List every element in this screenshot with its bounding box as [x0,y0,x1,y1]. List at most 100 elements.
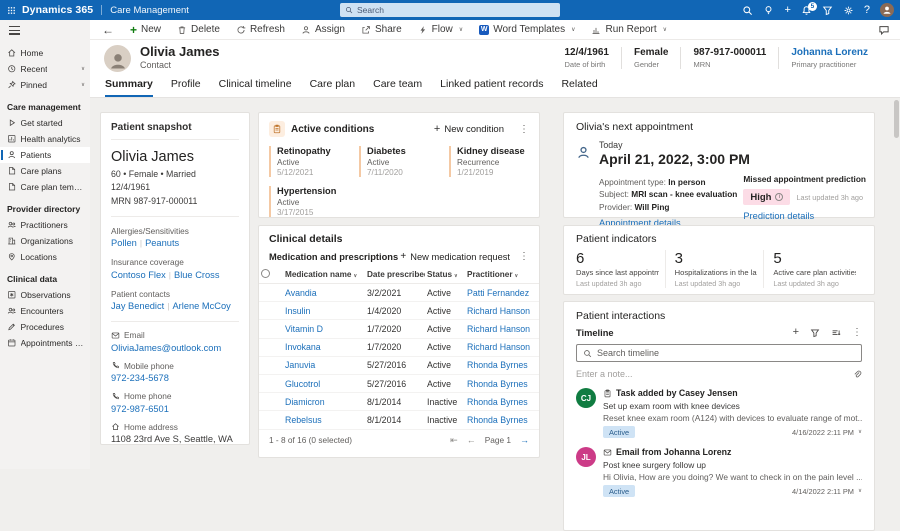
medication-link[interactable]: Glucotrol [283,374,365,392]
sidebar-item-organizations[interactable]: Organizations [0,233,90,249]
table-row[interactable]: Rebelsus8/1/2014InactiveRhonda Byrnes [259,411,539,429]
practitioner-link[interactable]: Richard Hanson [465,320,539,338]
practitioner-link[interactable]: Richard Hanson [465,338,539,356]
sidebar-item-locations[interactable]: Locations [0,249,90,265]
sidebar-item-pinned[interactable]: Pinned [0,77,90,93]
assign-button[interactable]: Assign [293,20,353,39]
notifications-button[interactable]: 5 [801,5,812,16]
new-condition-button[interactable]: New condition [434,123,504,135]
column-header-date-prescribed[interactable]: Date prescribed [365,266,425,284]
email-link[interactable]: OliviaJames@outlook.com [111,343,239,353]
table-row[interactable]: Diamicron8/1/2014InactiveRhonda Byrnes [259,393,539,411]
practitioner-link[interactable]: Rhonda Byrnes [465,411,539,429]
scrollbar-thumb[interactable] [894,100,899,138]
note-entry-row[interactable]: Enter a note... [576,369,862,379]
practitioner-link[interactable]: Rhonda Byrnes [465,374,539,392]
timeline-entry[interactable]: CJ Task added by Casey Jensen Set up exa… [576,388,862,438]
tab-care-plan[interactable]: Care plan [310,78,356,97]
new-button[interactable]: New [122,20,169,39]
quick-create-button[interactable] [784,5,790,16]
sidebar-item-practitioners[interactable]: Practitioners [0,217,90,233]
next-page-button[interactable] [520,435,529,445]
back-button[interactable] [90,23,122,37]
word-templates-button[interactable]: Word Templates [471,20,583,39]
more-options-icon[interactable] [519,251,529,262]
medication-link[interactable]: Avandia [283,284,365,302]
settings-gear-icon[interactable] [843,5,854,16]
global-search-input[interactable] [357,5,555,15]
insurance-link[interactable]: Blue Cross [174,270,219,280]
table-row[interactable]: Invokana1/7/2020ActiveRichard Hanson [259,338,539,356]
sidebar-item-health-analytics[interactable]: Health analytics [0,131,90,147]
table-row[interactable]: Glucotrol5/27/2016ActiveRhonda Byrnes [259,374,539,392]
sidebar-item-care-plans[interactable]: Care plans [0,163,90,179]
column-header-status[interactable]: Status [425,266,465,284]
sidebar-item-appointments-emr[interactable]: Appointments (EMR) [0,335,90,351]
table-row[interactable]: Insulin1/4/2020ActiveRichard Hanson [259,302,539,320]
table-row[interactable]: Januvia5/27/2016ActiveRhonda Byrnes [259,356,539,374]
expand-chevron-icon[interactable] [858,429,862,435]
table-row[interactable]: Vitamin D1/7/2020ActiveRichard Hanson [259,320,539,338]
practitioner-link[interactable]: Rhonda Byrnes [465,356,539,374]
sidebar-item-patients[interactable]: Patients [0,147,90,163]
timeline-search-box[interactable] [576,344,862,362]
sidebar-item-encounters[interactable]: Encounters [0,303,90,319]
previous-page-button[interactable] [467,435,476,445]
tab-summary[interactable]: Summary [105,78,153,97]
timeline-search-input[interactable] [597,348,855,358]
medication-link[interactable]: Insulin [283,302,365,320]
tab-profile[interactable]: Profile [171,78,201,97]
info-icon[interactable]: i [775,193,783,201]
feedback-chat-icon[interactable] [878,24,890,36]
timeline-more-options-icon[interactable] [852,327,862,338]
timeline-add-button[interactable] [793,327,799,338]
first-page-button[interactable] [450,435,458,446]
home-phone-link[interactable]: 972-987-6501 [111,404,239,414]
contact-link[interactable]: Jay Benedict [111,301,164,311]
refresh-button[interactable]: Refresh [228,20,293,39]
condition-item[interactable]: Kidney diseaseRecurrence1/21/2019 [449,146,529,177]
table-row[interactable]: Avandia3/2/2021ActivePatti Fernandez [259,284,539,302]
practitioner-link[interactable]: Rhonda Byrnes [465,393,539,411]
user-avatar[interactable] [880,3,894,17]
sidebar-item-get-started[interactable]: Get started [0,115,90,131]
medication-link[interactable]: Januvia [283,356,365,374]
medication-link[interactable]: Invokana [283,338,365,356]
timeline-entry[interactable]: JL Email from Johanna Lorenz Post knee s… [576,447,862,497]
hamburger-menu-button[interactable] [9,26,20,35]
filter-icon[interactable] [822,5,833,16]
search-icon-button[interactable] [742,5,753,16]
column-header-medication-name[interactable]: Medication name [283,266,365,284]
tab-related[interactable]: Related [561,78,597,97]
condition-item[interactable]: HypertensionActive3/17/2015 [269,186,349,217]
sidebar-item-home[interactable]: Home [0,45,90,61]
medication-link[interactable]: Rebelsus [283,411,365,429]
allergy-link[interactable]: Pollen [111,238,137,248]
sidebar-item-recent[interactable]: Recent [0,61,90,77]
sidebar-item-procedures[interactable]: Procedures [0,319,90,335]
practitioner-link[interactable]: Richard Hanson [465,302,539,320]
column-header-practitioner[interactable]: Practitioner [465,266,539,284]
tab-linked-patient-records[interactable]: Linked patient records [440,78,543,97]
global-search-box[interactable] [340,3,560,17]
select-all-checkbox[interactable] [261,269,270,278]
app-name[interactable]: Care Management [110,5,189,16]
allergy-link[interactable]: Peanuts [145,238,179,248]
contact-link[interactable]: Arlene McCoy [172,301,230,311]
timeline-sort-list-icon[interactable] [831,328,841,338]
timeline-filter-icon[interactable] [810,328,820,338]
lightbulb-icon[interactable] [763,5,774,16]
mobile-phone-link[interactable]: 972-234-5678 [111,373,239,383]
medication-link[interactable]: Diamicron [283,393,365,411]
tab-care-team[interactable]: Care team [373,78,422,97]
condition-item[interactable]: DiabetesActive7/11/2020 [359,146,439,177]
run-report-button[interactable]: Run Report [583,20,675,39]
app-launcher-button[interactable] [0,0,22,20]
practitioner-link[interactable]: Patti Fernandez [465,284,539,302]
delete-button[interactable]: Delete [169,20,228,39]
primary-practitioner-link[interactable]: Johanna Lorenz [791,47,868,58]
new-medication-request-button[interactable]: New medication request [400,251,510,262]
share-button[interactable]: Share [353,20,410,39]
more-options-icon[interactable] [519,124,529,135]
flow-button[interactable]: Flow [410,20,472,39]
